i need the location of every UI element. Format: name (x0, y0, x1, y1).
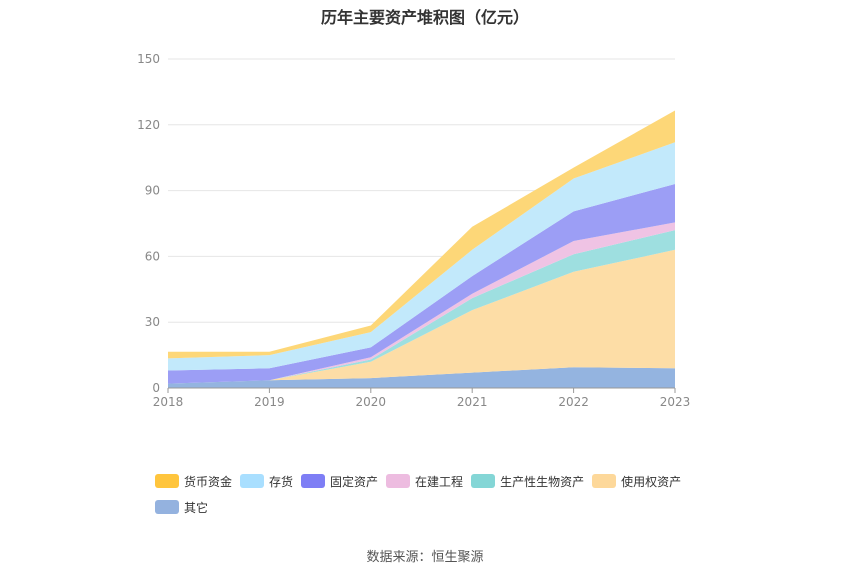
y-tick-label: 0 (152, 381, 160, 395)
chart-title: 历年主要资产堆积图（亿元） (320, 8, 529, 27)
legend-item[interactable]: 货币资金 (155, 473, 232, 489)
area-series-2 (168, 230, 675, 384)
legend-label: 固定资产 (330, 474, 379, 489)
legend-label: 在建工程 (415, 474, 464, 489)
area-series-1 (168, 249, 675, 384)
legend-item[interactable]: 其它 (155, 499, 208, 515)
chart-legend: 货币资金 存货 固定资产 在建工程 生产性生物资产 使用权资产其它 (155, 473, 715, 525)
legend-swatch (240, 474, 265, 488)
legend-item[interactable]: 使用权资产 (592, 473, 681, 489)
y-tick-label: 60 (145, 249, 160, 263)
legend-label: 货币资金 (184, 474, 233, 489)
x-tick-label: 2022 (558, 395, 589, 409)
area-series-0 (168, 367, 675, 388)
data-source-note: 数据来源：恒生聚源 (366, 550, 484, 565)
legend-swatch (386, 474, 411, 488)
x-tick-label: 2023 (660, 395, 691, 409)
axes: 0 30 60 90 120 150 2018 2019 2020 2021 2022 2023 (137, 52, 690, 409)
stacked-area-chart: 0 30 60 90 120 150 2018 2019 2020 2021 2022 2023 (137, 52, 690, 409)
x-tick-label: 2021 (457, 395, 488, 409)
legend-label: 其它 (184, 500, 209, 515)
legend-item[interactable]: 在建工程 (386, 473, 463, 489)
legend-item[interactable]: 生产性生物资产 (471, 473, 584, 489)
y-tick-label: 150 (137, 52, 160, 66)
x-tick-label: 2019 (254, 395, 285, 409)
x-tick-label: 2020 (356, 395, 387, 409)
area-series-5 (168, 142, 675, 371)
area-series-4 (168, 184, 675, 384)
area-series-3 (168, 222, 675, 384)
legend-swatch (155, 500, 179, 514)
y-tick-label: 90 (145, 184, 160, 198)
legend-swatch (301, 474, 326, 488)
legend-swatch (155, 474, 179, 488)
x-tick-label: 2018 (153, 395, 184, 409)
y-tick-label: 30 (145, 315, 160, 329)
area-series-group (168, 110, 675, 388)
legend-swatch (471, 474, 496, 488)
legend-swatch (592, 474, 617, 488)
legend-item[interactable]: 固定资产 (301, 473, 378, 489)
legend-label: 存货 (269, 474, 294, 489)
y-tick-label: 120 (137, 118, 160, 132)
legend-label: 使用权资产 (621, 474, 682, 489)
legend-label: 生产性生物资产 (500, 474, 585, 489)
legend-item[interactable]: 存货 (240, 473, 293, 489)
